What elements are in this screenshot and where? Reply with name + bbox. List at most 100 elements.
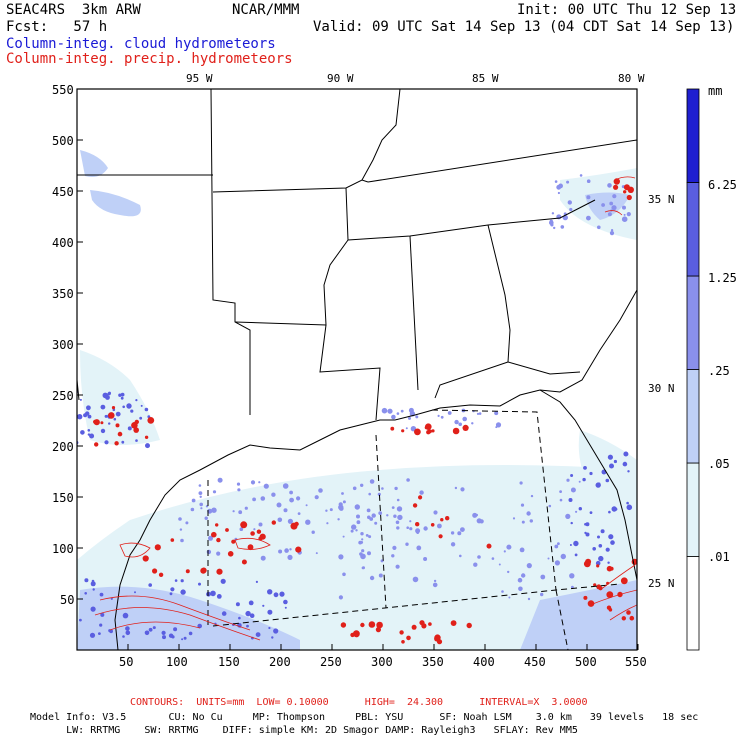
cloud-speckle xyxy=(105,395,110,400)
cloud-speckle xyxy=(609,463,614,469)
colorbar-segment xyxy=(686,369,700,464)
cloud-speckle xyxy=(356,520,361,525)
cloud-speckle xyxy=(289,497,294,503)
precip-speckle xyxy=(414,428,421,436)
cloud-speckle xyxy=(271,636,274,639)
precip-speckle xyxy=(154,544,161,551)
precip-speckle xyxy=(620,577,628,585)
cloud-speckle xyxy=(360,553,366,560)
cloud-speckle xyxy=(260,496,266,501)
cloud-speckle xyxy=(268,626,271,630)
cloud-speckle xyxy=(527,597,531,601)
precip-speckle xyxy=(250,531,255,536)
cloud-speckle xyxy=(460,527,465,532)
precip-speckle xyxy=(401,640,405,644)
cloud-speckle xyxy=(273,592,279,598)
precip-speckle xyxy=(353,631,360,638)
cloud-speckle xyxy=(460,487,465,492)
cloud-speckle xyxy=(100,428,106,434)
colorbar xyxy=(686,88,700,651)
cloud-speckle xyxy=(314,495,319,500)
cloud-speckle xyxy=(605,478,610,483)
cloud-speckle xyxy=(170,587,175,592)
cloud-speckle xyxy=(623,213,626,216)
cloud-speckle xyxy=(374,521,378,525)
lat-label: 30 N xyxy=(648,382,675,395)
cloud-speckle xyxy=(246,624,249,628)
cloud-speckle xyxy=(216,594,222,599)
cloud-speckle xyxy=(104,414,108,418)
cloud-speckle xyxy=(554,560,561,566)
cloud-speckle xyxy=(626,504,633,511)
cloud-speckle xyxy=(181,638,184,641)
y-tick-label: 450 xyxy=(52,185,74,199)
precip-speckle xyxy=(466,622,472,629)
cloud-speckle xyxy=(221,611,227,616)
contour-info: CONTOURS: UNITS=mm LOW= 0.10000 HIGH= 24… xyxy=(130,697,588,708)
cloud-speckle xyxy=(283,508,288,513)
cloud-speckle xyxy=(289,490,293,495)
precip-speckle xyxy=(434,636,440,642)
cloud-speckle xyxy=(249,613,255,618)
cloud-speckle xyxy=(570,487,576,493)
precip-speckle xyxy=(424,425,429,430)
cloud-speckle xyxy=(566,478,570,482)
precip-speckle xyxy=(114,441,119,446)
precip-speckle xyxy=(360,622,365,628)
cloud-speckle xyxy=(554,180,558,183)
cloud-speckle xyxy=(396,498,400,502)
cloud-speckle xyxy=(217,477,223,483)
cloud-speckle xyxy=(342,572,346,577)
precip-speckle xyxy=(593,583,597,587)
cloud-speckle xyxy=(200,507,203,510)
y-tick-label: 300 xyxy=(52,338,74,352)
cloud-speckle xyxy=(547,557,550,560)
precip-speckle xyxy=(627,186,634,193)
cloud-speckle xyxy=(416,531,420,534)
x-tick-label: 250 xyxy=(320,655,342,669)
cloud-speckle xyxy=(573,540,579,547)
y-tick-label: 500 xyxy=(52,134,74,148)
cloud-speckle xyxy=(179,528,183,531)
cloud-speckle xyxy=(506,544,512,550)
cloud-speckle xyxy=(355,529,358,532)
cloud-speckle xyxy=(84,592,87,595)
cloud-speckle xyxy=(361,538,364,541)
precip-speckle xyxy=(613,184,619,190)
lat-label: 35 N xyxy=(648,193,675,206)
cloud-speckle xyxy=(627,470,630,473)
precip-speckle xyxy=(415,522,420,527)
cloud-speckle xyxy=(287,518,293,524)
precip-speckle xyxy=(231,539,236,544)
cloud-speckle xyxy=(406,526,410,529)
precip-speckle xyxy=(170,538,175,542)
cloud-speckle xyxy=(216,551,221,556)
cloud-speckle xyxy=(350,529,354,533)
y-tick-label: 250 xyxy=(52,389,74,403)
cloud-speckle xyxy=(450,531,455,535)
cloud-speckle xyxy=(440,415,444,419)
cloud-speckle xyxy=(569,573,575,579)
cloud-speckle xyxy=(190,507,195,512)
cloud-speckle xyxy=(416,545,422,551)
cloud-speckle xyxy=(87,414,92,419)
precip-speckle xyxy=(152,568,158,574)
precip-speckle xyxy=(629,615,635,621)
cloud-speckle xyxy=(583,466,587,470)
precip-speckle xyxy=(259,533,266,540)
cloud-speckle xyxy=(471,422,474,425)
cloud-speckle xyxy=(610,540,615,545)
colorbar-level: .01 xyxy=(708,550,730,564)
precip-speckle xyxy=(200,567,207,574)
cloud-speckle xyxy=(568,498,573,502)
cloud-speckle xyxy=(369,479,375,484)
cloud-speckle xyxy=(503,550,506,553)
cloud-speckle xyxy=(526,511,531,516)
cloud-speckle xyxy=(598,482,601,485)
cloud-speckle xyxy=(626,212,631,217)
cloud-speckle xyxy=(173,627,178,632)
precip-speckle xyxy=(215,523,219,527)
y-tick-label: 200 xyxy=(52,440,74,454)
cloud-speckle xyxy=(415,415,419,419)
cloud-speckle xyxy=(607,212,612,217)
